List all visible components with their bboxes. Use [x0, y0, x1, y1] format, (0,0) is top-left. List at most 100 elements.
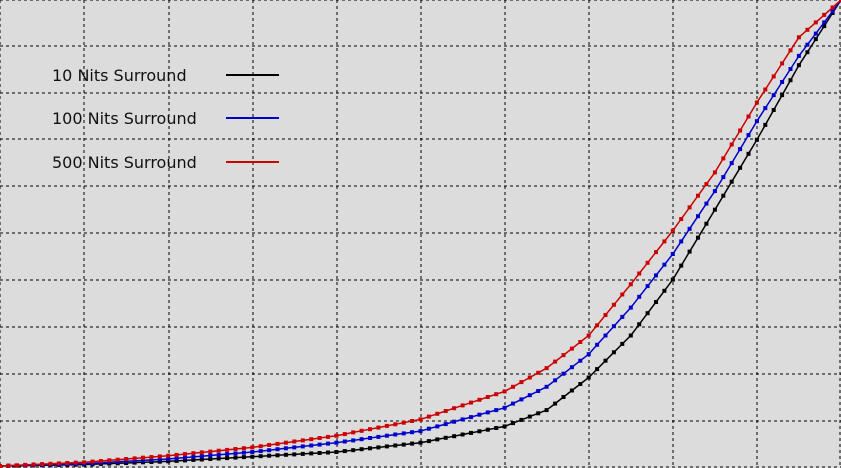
legend-label-10-nits: 10 Nits Surround — [52, 66, 187, 85]
series-0-point — [654, 300, 658, 304]
series-2-point — [73, 460, 78, 465]
series-0-point — [477, 429, 482, 434]
series-1-point — [166, 457, 171, 461]
series-2-point — [208, 449, 213, 454]
series-1-point — [334, 440, 339, 445]
series-2-point — [0, 464, 2, 468]
series-1-point — [225, 452, 230, 457]
series-0-point — [292, 452, 297, 457]
series-0-point — [578, 382, 583, 386]
series-2-point — [191, 451, 196, 456]
series-2-point — [830, 5, 835, 10]
series-0-point — [267, 453, 272, 458]
series-2-point — [603, 313, 608, 317]
series-0-point — [157, 459, 162, 464]
series-2-point — [679, 217, 684, 221]
series-1-point — [141, 458, 145, 463]
series-1-point — [300, 444, 305, 449]
series-2-point — [157, 454, 162, 459]
series-2-point — [763, 87, 768, 92]
series-2-point — [31, 462, 36, 467]
series-1-point — [729, 161, 734, 166]
series-2-point — [662, 239, 667, 244]
series-0-point — [536, 411, 541, 416]
series-2-point — [687, 205, 692, 210]
series-2-point — [225, 447, 230, 452]
series-2-point — [670, 228, 675, 233]
series-0-point — [485, 427, 490, 432]
series-0-point — [805, 50, 810, 55]
series-2-point — [351, 430, 356, 435]
series-0-point — [183, 458, 187, 463]
series-0-point — [317, 451, 322, 455]
series-0-point — [738, 165, 743, 170]
series-2-point — [469, 400, 473, 405]
series-0-point — [704, 221, 709, 226]
series-0-point — [696, 235, 700, 240]
series-2-point — [704, 182, 709, 187]
series-1-point — [494, 408, 499, 413]
series-1-point — [721, 175, 726, 180]
series-2-point — [48, 461, 53, 466]
series-1-point — [796, 53, 801, 58]
series-2-point — [805, 27, 810, 32]
series-0-point — [611, 350, 616, 355]
series-0-point — [300, 451, 305, 456]
series-1-point — [191, 454, 196, 459]
series-0-point — [494, 426, 499, 430]
series-1-point — [813, 31, 818, 36]
series-1-point — [376, 434, 381, 439]
series-1-point — [233, 451, 238, 456]
series-2-point — [65, 461, 70, 465]
series-1-point — [267, 448, 272, 453]
series-1-point — [342, 439, 347, 444]
series-2-point — [637, 271, 642, 276]
series-1-point — [326, 441, 330, 446]
series-1-point — [157, 457, 162, 462]
series-2-point — [124, 457, 129, 461]
series-1-point — [258, 449, 263, 454]
series-1-point — [199, 454, 204, 459]
series-0-point — [687, 249, 692, 254]
series-2-point — [426, 414, 431, 419]
series-0-point — [813, 37, 818, 42]
series-1-point — [393, 432, 398, 437]
series-2-point — [477, 397, 482, 402]
series-1-point — [830, 9, 835, 14]
series-2-point — [645, 260, 650, 265]
series-2-point — [82, 460, 87, 465]
series-1-point — [536, 389, 541, 393]
series-2-point — [494, 392, 499, 397]
series-1-point — [578, 358, 583, 363]
series-1-point — [115, 459, 120, 464]
series-2-point — [544, 366, 549, 371]
series-1-point — [511, 401, 515, 406]
series-2-point — [410, 419, 415, 423]
series-1-point — [485, 410, 490, 415]
series-2-point — [166, 453, 171, 458]
series-0-point — [754, 137, 759, 142]
series-0-point — [283, 452, 288, 457]
series-1-point — [696, 214, 700, 219]
series-2-point — [553, 359, 558, 364]
series-1-point — [628, 305, 633, 310]
series-2-point — [822, 12, 827, 17]
series-2-point — [712, 170, 717, 175]
series-1-point — [275, 447, 280, 452]
series-1-point — [426, 426, 431, 431]
series-0-point — [149, 460, 154, 464]
series-0-point — [721, 193, 726, 198]
series-0-point — [225, 456, 230, 461]
series-0-point — [502, 424, 507, 429]
series-0-point — [620, 341, 625, 346]
series-2-point — [216, 448, 221, 453]
series-1-point — [469, 415, 473, 420]
series-2-point — [754, 100, 759, 105]
series-1-point — [780, 80, 785, 84]
series-2-point — [90, 459, 95, 464]
legend: 10 Nits Surround 100 Nits Surround 500 N… — [52, 66, 279, 172]
series-0-point — [679, 263, 684, 268]
series-1-point — [519, 397, 524, 402]
series-2-point — [115, 457, 120, 462]
